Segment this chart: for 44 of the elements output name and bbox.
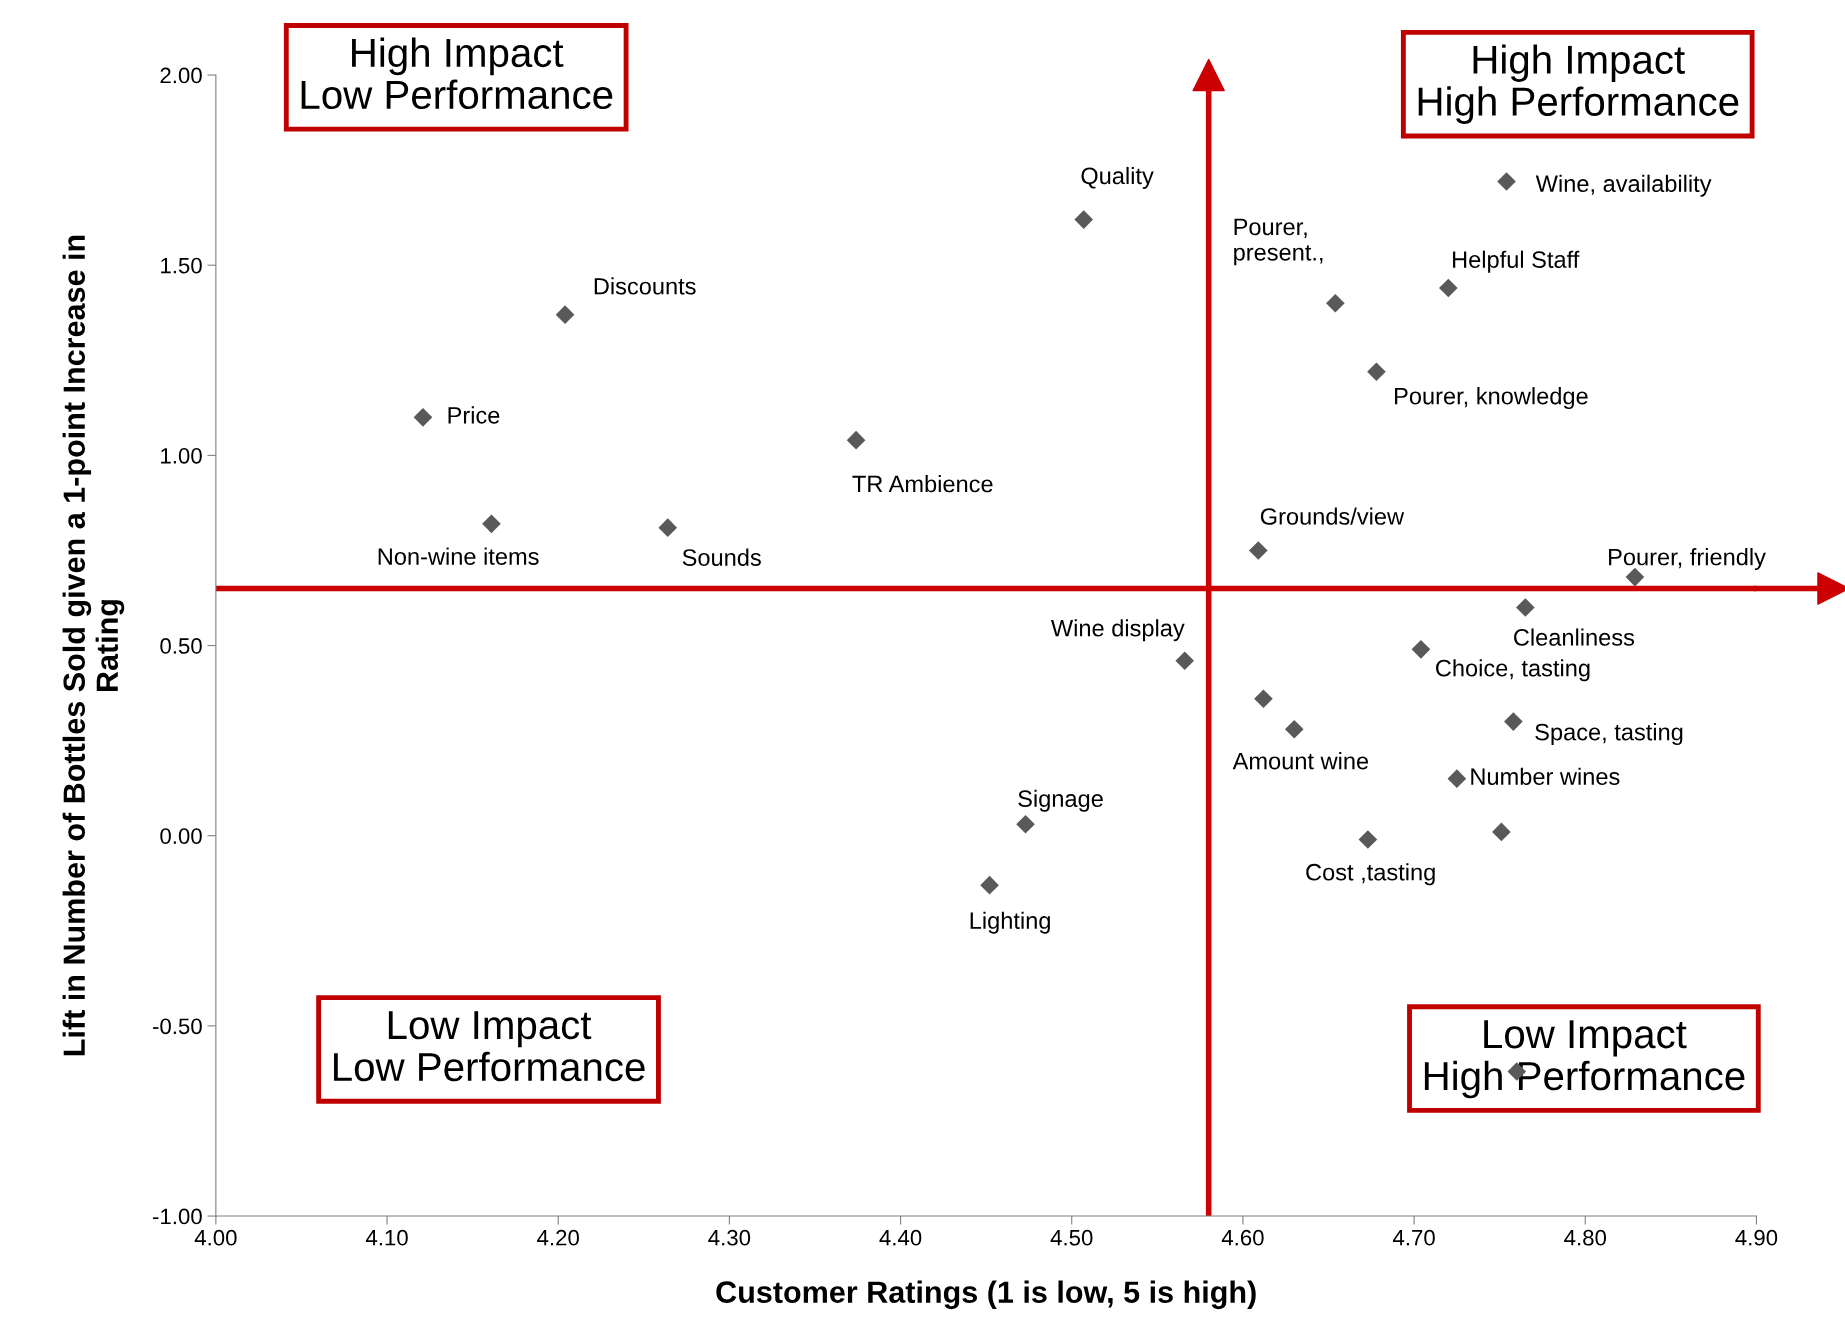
annotation: Grounds/view bbox=[1260, 507, 1405, 525]
annotation: Pourer, present., bbox=[1234, 218, 1323, 266]
x-tick-label: 4.40 bbox=[879, 1229, 922, 1246]
annotation: Cost ,tasting bbox=[1306, 863, 1435, 886]
annotation: Low Impact Low Performance bbox=[334, 1011, 645, 1082]
x-axis-title: Customer Ratings (1 is low, 5 is high) bbox=[716, 1280, 1256, 1310]
annotation: Lighting bbox=[970, 911, 1050, 934]
y-tick-label: 1.00 bbox=[161, 447, 202, 464]
y-tick-label: 1.50 bbox=[161, 257, 202, 274]
x-tick-label: 4.30 bbox=[708, 1229, 751, 1246]
annotation: Number wines bbox=[1471, 767, 1620, 785]
x-tick-label: 4.20 bbox=[537, 1229, 579, 1246]
annotation: Space, tasting bbox=[1535, 723, 1683, 746]
x-tick-label: 4.80 bbox=[1564, 1229, 1607, 1246]
annotation: High Impact Low Performance bbox=[301, 37, 613, 110]
x-tick-label: 4.50 bbox=[1050, 1229, 1093, 1246]
x-tick-label: 4.90 bbox=[1735, 1229, 1778, 1246]
annotation: Helpful Staff bbox=[1453, 250, 1580, 273]
annotation: TR Ambience bbox=[852, 474, 993, 493]
annotation: Choice, tasting bbox=[1436, 659, 1590, 682]
annotation: Price bbox=[448, 406, 500, 424]
y-tick-label: 0.00 bbox=[160, 828, 202, 844]
annotation: Low Impact High Performance bbox=[1424, 1020, 1745, 1099]
annotation: Wine display bbox=[1050, 619, 1185, 642]
annotation: Sounds bbox=[682, 548, 761, 566]
annotation: Non-wine items bbox=[378, 547, 539, 565]
annotation: Quality bbox=[1081, 166, 1154, 189]
y-axis-title: Lift in Number of Bottles Sold given a 1-point Increase in Rating bbox=[62, 235, 125, 1056]
y-tick-label: 2.00 bbox=[160, 67, 202, 84]
annotation: Amount wine bbox=[1232, 752, 1369, 770]
x-tick-label: 4.00 bbox=[194, 1229, 237, 1246]
x-tick-label: 4.70 bbox=[1392, 1229, 1435, 1246]
annotation: Pourer, friendly bbox=[1609, 548, 1766, 571]
annotation: Signage bbox=[1018, 789, 1103, 812]
annotation: Wine, availability bbox=[1535, 174, 1712, 197]
annotation: Pourer, knowledge bbox=[1395, 387, 1588, 410]
x-tick-label: 4.60 bbox=[1221, 1229, 1264, 1246]
x-tick-label: 4.10 bbox=[365, 1229, 408, 1246]
y-tick-label: -1.00 bbox=[153, 1208, 202, 1225]
annotation: Discounts bbox=[594, 277, 696, 295]
y-tick-label: -0.50 bbox=[153, 1018, 202, 1035]
annotation: High Impact High Performance bbox=[1418, 44, 1739, 124]
annotation: Cleanliness bbox=[1514, 628, 1635, 646]
y-tick-label: 0.50 bbox=[160, 638, 202, 654]
